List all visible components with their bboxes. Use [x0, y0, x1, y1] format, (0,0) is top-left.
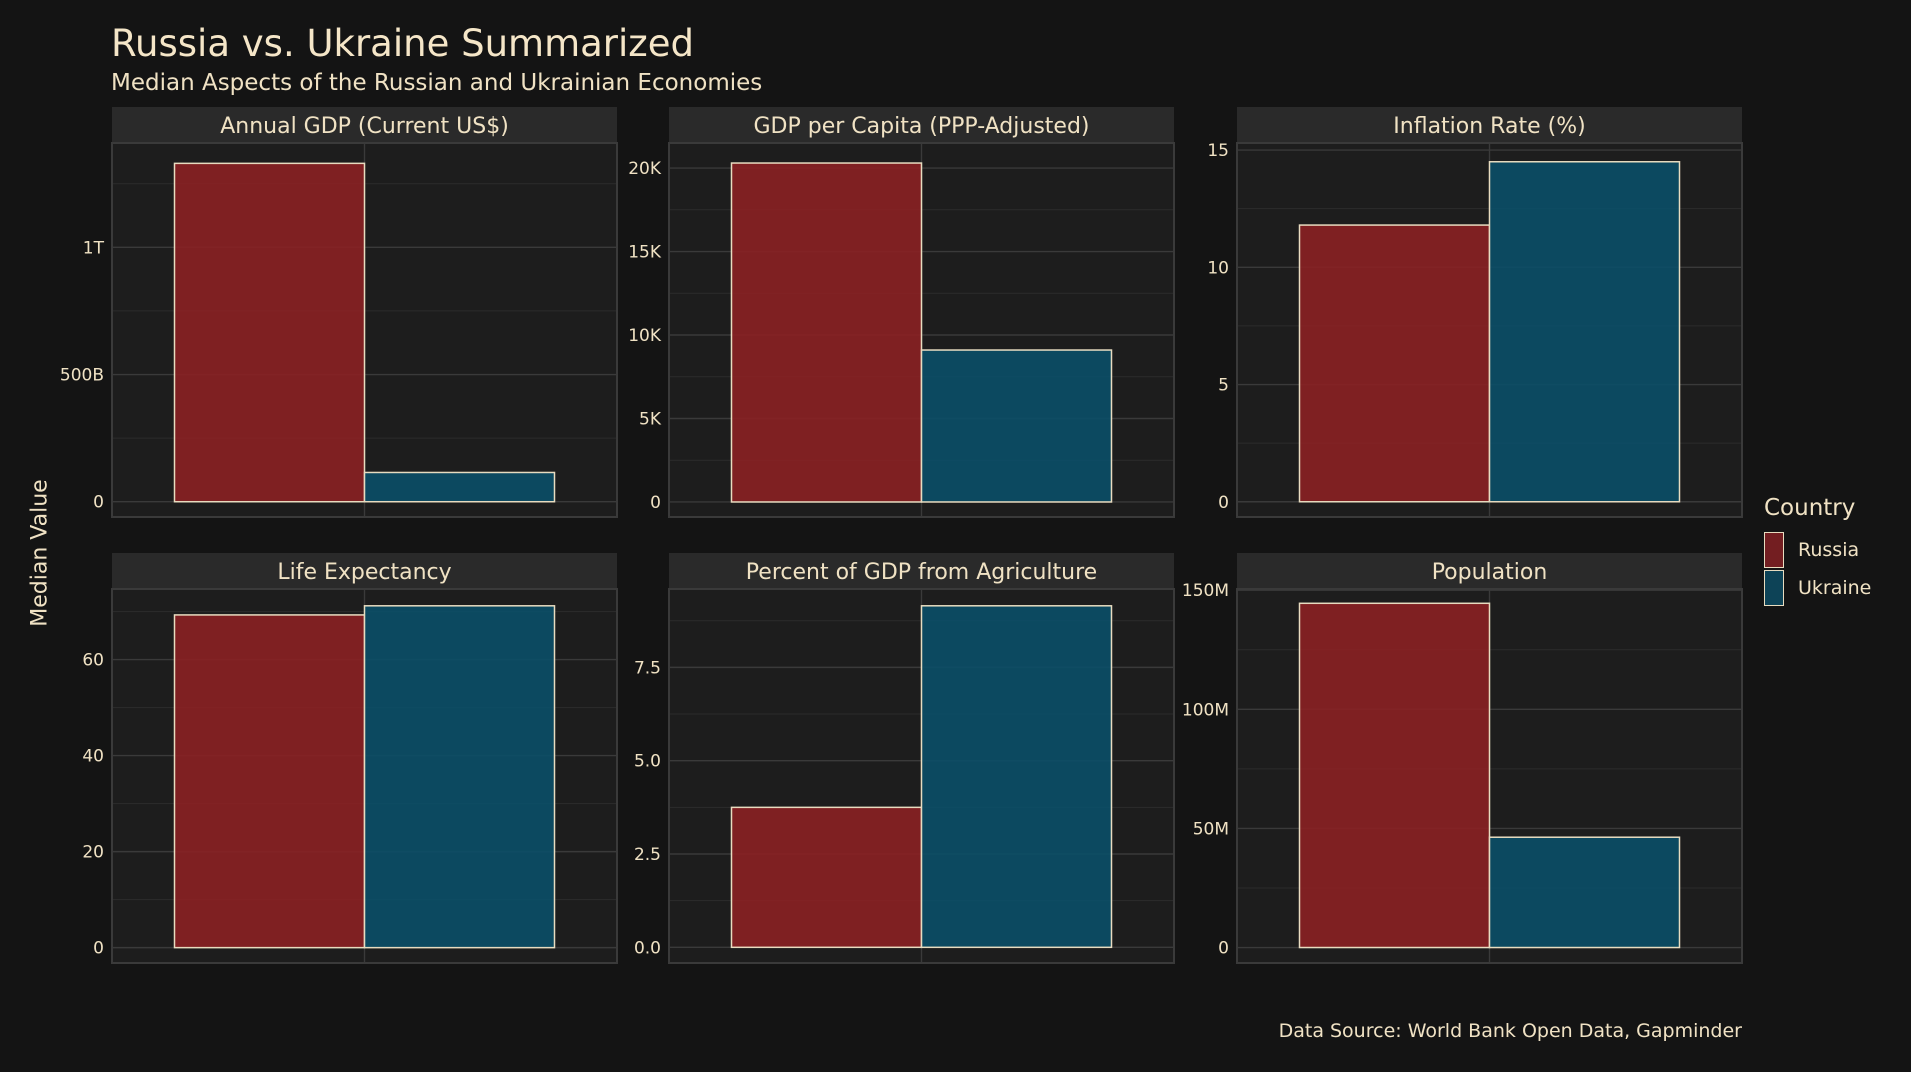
- facet-4-tick-label: 60: [82, 651, 104, 671]
- legend-key-ukraine: [1764, 570, 1784, 606]
- facet-4-strip: [112, 553, 617, 589]
- facet-4-tick-label: 0: [93, 939, 104, 959]
- facet-6-tick-label: 150M: [1182, 581, 1229, 601]
- legend-label-russia: Russia: [1798, 539, 1860, 561]
- facet-3-tick-label: 15: [1207, 141, 1229, 161]
- facet-2-tick-label: 5K: [639, 409, 662, 429]
- facet-1-tick-label: 0: [93, 493, 104, 513]
- facet-1-tick-label: 500B: [60, 366, 104, 386]
- facet-3-title: Inflation Rate (%): [1393, 114, 1585, 139]
- data-source-caption: Data Source: World Bank Open Data, Gapmi…: [1278, 1020, 1742, 1042]
- facet-4-border: [111, 588, 618, 964]
- facet-5-tick-label: 7.5: [634, 658, 661, 678]
- facet-5-strip: [669, 553, 1174, 589]
- facet-5-bar-russia: [730, 806, 923, 949]
- facet-6-border: [1236, 588, 1743, 964]
- facet-2-tick-label: 0: [650, 493, 661, 513]
- facet-2-border: [668, 142, 1175, 518]
- chart-subtitle: Median Aspects of the Russian and Ukrain…: [111, 70, 763, 96]
- facet-5-bar-ukraine: [920, 605, 1113, 949]
- facet-3-tick-label: 5: [1218, 376, 1229, 396]
- facet-6-tick-label: 100M: [1182, 700, 1229, 720]
- facet-3-tick-label: 0: [1218, 493, 1229, 513]
- facet-5-title: Percent of GDP from Agriculture: [746, 560, 1097, 585]
- facet-2-bar-russia: [730, 162, 923, 503]
- legend-item-ukraine: Ukraine: [1764, 569, 1871, 607]
- facet-6-bar-ukraine: [1488, 836, 1681, 949]
- legend-key-russia: [1764, 532, 1784, 568]
- facet-1-tick-label: 1T: [83, 238, 105, 258]
- facet-6-title: Population: [1432, 560, 1548, 585]
- facet-2-title: GDP per Capita (PPP-Adjusted): [753, 114, 1089, 139]
- facet-1-bar-ukraine: [363, 471, 556, 503]
- chart-title: Russia vs. Ukraine Summarized: [111, 22, 694, 65]
- facet-2-tick-label: 15K: [628, 243, 662, 263]
- facet-3-bar-ukraine: [1488, 161, 1681, 503]
- facet-4-bar-russia: [173, 614, 366, 949]
- facet-1-title: Annual GDP (Current US$): [220, 114, 509, 139]
- legend-item-russia: Russia: [1764, 531, 1871, 569]
- facet-5-tick-label: 2.5: [634, 845, 661, 865]
- facet-6-tick-label: 50M: [1193, 819, 1229, 839]
- legend-title: Country: [1764, 495, 1856, 521]
- facet-3-border: [1236, 142, 1743, 518]
- facet-2-tick-label: 10K: [628, 326, 662, 346]
- facet-1-border: [111, 142, 618, 518]
- facet-6-strip: [1237, 553, 1742, 589]
- facet-6-bar-russia: [1298, 602, 1491, 949]
- facet-2-strip: [669, 107, 1174, 143]
- facet-3-bar-russia: [1298, 224, 1491, 503]
- facet-2-tick-label: 20K: [628, 159, 662, 179]
- legend-label-ukraine: Ukraine: [1798, 577, 1872, 599]
- facet-4-title: Life Expectancy: [277, 560, 451, 585]
- facet-3-tick-label: 10: [1207, 258, 1229, 278]
- facet-2-bar-ukraine: [920, 349, 1113, 503]
- facet-1-strip: [112, 107, 617, 143]
- facet-1-bar-russia: [173, 162, 366, 503]
- facet-4-tick-label: 40: [82, 747, 104, 767]
- facet-3-strip: [1237, 107, 1742, 143]
- facet-5-border: [668, 588, 1175, 964]
- legend: Country Russia Ukraine: [1764, 495, 1871, 607]
- facet-4-tick-label: 20: [82, 843, 104, 863]
- facet-6-tick-label: 0: [1218, 939, 1229, 959]
- facet-5-tick-label: 5.0: [634, 752, 661, 772]
- facet-5-tick-label: 0.0: [634, 938, 661, 958]
- facet-4-bar-ukraine: [363, 605, 556, 949]
